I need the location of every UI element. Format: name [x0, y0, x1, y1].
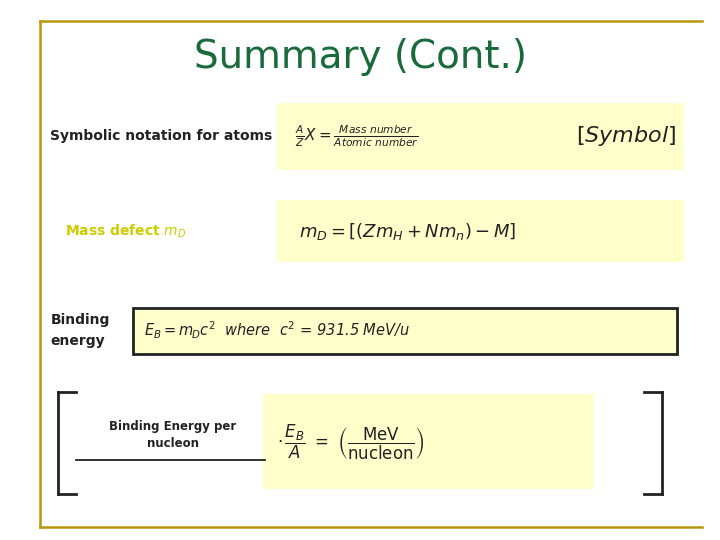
Text: Mass defect $\mathit{m}_D$: Mass defect $\mathit{m}_D$	[65, 222, 186, 240]
Text: Binding Energy per
nucleon: Binding Energy per nucleon	[109, 420, 236, 450]
Text: Summary (Cont.): Summary (Cont.)	[194, 38, 526, 76]
FancyBboxPatch shape	[277, 103, 684, 170]
Text: $m_D = \left[\left(Zm_H + Nm_n\right) - M\right]$: $m_D = \left[\left(Zm_H + Nm_n\right) - …	[299, 221, 516, 241]
FancyBboxPatch shape	[263, 394, 594, 489]
Text: $\cdot\,\dfrac{E_B}{A}\ =\ \left(\dfrac{\mathrm{MeV}}{\mathrm{nucleon}}\right)$: $\cdot\,\dfrac{E_B}{A}\ =\ \left(\dfrac{…	[277, 423, 425, 462]
Text: Symbolic notation for atoms: Symbolic notation for atoms	[50, 129, 273, 143]
Text: $E_B = m_{\!D}c^2$  where  $c^2$ = 931.5 MeV/u: $E_B = m_{\!D}c^2$ where $c^2$ = 931.5 M…	[144, 320, 410, 341]
Text: Binding
energy: Binding energy	[50, 313, 109, 348]
FancyBboxPatch shape	[277, 200, 684, 262]
FancyBboxPatch shape	[133, 308, 677, 354]
Text: $\frac{A}{Z}X = \frac{\mathit{Mass\ number}}{\mathit{Atomic\ number}}$: $\frac{A}{Z}X = \frac{\mathit{Mass\ numb…	[295, 123, 419, 149]
Text: $\left[\mathit{Symbol}\right]$: $\left[\mathit{Symbol}\right]$	[576, 124, 676, 148]
